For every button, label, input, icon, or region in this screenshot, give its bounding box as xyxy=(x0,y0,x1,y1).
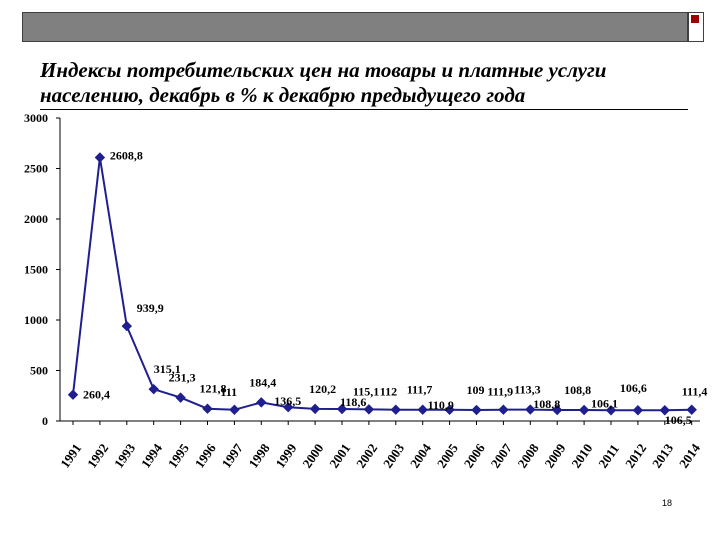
x-tick-label: 1994 xyxy=(138,440,165,470)
x-tick-label: 2007 xyxy=(488,440,515,470)
x-tick-label: 2009 xyxy=(541,440,568,470)
data-point-marker xyxy=(202,403,213,414)
y-tick-label: 2500 xyxy=(24,162,48,176)
data-label: 106,6 xyxy=(620,381,647,395)
data-point-marker xyxy=(67,389,79,400)
data-point-marker xyxy=(605,405,617,416)
x-tick-label: 2013 xyxy=(649,440,676,470)
data-point-marker xyxy=(121,320,133,332)
data-point-marker xyxy=(632,405,644,416)
data-label: 121,8 xyxy=(200,382,227,396)
data-point-marker xyxy=(256,397,267,408)
x-tick-label: 1995 xyxy=(165,440,192,470)
data-point-marker xyxy=(94,152,106,163)
x-tick-label: 2012 xyxy=(622,441,649,471)
data-point-marker xyxy=(148,383,159,395)
title-rule xyxy=(40,109,688,110)
slide-title: Индексы потребительских цен на товары и … xyxy=(40,58,607,107)
data-point-marker xyxy=(336,403,348,415)
y-tick-label: 0 xyxy=(42,414,48,428)
data-label: 112 xyxy=(380,385,397,399)
x-tick-label: 2010 xyxy=(568,441,595,471)
data-label: 113,3 xyxy=(514,383,540,397)
y-tick-label: 1500 xyxy=(24,263,48,277)
y-tick-label: 2000 xyxy=(24,212,48,226)
data-label: 260,4 xyxy=(83,388,110,402)
x-tick-label: 1996 xyxy=(192,440,219,470)
data-label: 110,9 xyxy=(428,398,454,412)
y-tick-label: 3000 xyxy=(24,111,48,125)
x-tick-label: 2014 xyxy=(676,440,703,470)
data-label: 109 xyxy=(467,383,485,397)
x-tick-label: 1997 xyxy=(219,440,246,470)
data-point-marker xyxy=(551,404,563,416)
x-tick-label: 2003 xyxy=(380,440,407,470)
x-tick-label: 1991 xyxy=(57,441,84,471)
data-point-marker xyxy=(686,404,697,415)
x-tick-label: 2002 xyxy=(353,441,380,471)
x-tick-label: 1999 xyxy=(272,440,299,470)
y-tick-label: 500 xyxy=(30,364,48,378)
x-tick-label: 2011 xyxy=(595,441,622,470)
data-label: 315,1 xyxy=(154,362,181,376)
data-point-marker xyxy=(363,404,375,415)
data-point-marker xyxy=(471,404,482,416)
x-tick-label: 2005 xyxy=(434,440,461,470)
y-tick-label: 1000 xyxy=(24,313,48,327)
data-label: 111,9 xyxy=(487,385,513,399)
x-tick-label: 1998 xyxy=(245,440,272,470)
x-tick-label: 1993 xyxy=(111,440,138,470)
data-point-marker xyxy=(390,404,402,415)
x-tick-label: 2001 xyxy=(326,441,353,471)
data-label: 115,1 xyxy=(353,384,379,398)
data-label: 120,2 xyxy=(309,382,336,396)
data-label: 2608,8 xyxy=(110,149,143,163)
data-point-marker xyxy=(525,404,536,415)
data-point-marker xyxy=(578,404,590,416)
data-point-marker xyxy=(417,404,428,415)
page-number: 18 xyxy=(662,498,673,508)
data-point-marker xyxy=(444,404,455,416)
data-label: 108,8 xyxy=(564,383,591,397)
data-label: 111,4 xyxy=(682,385,708,399)
data-point-marker xyxy=(229,404,240,415)
data-point-marker xyxy=(282,402,294,413)
data-label: 184,4 xyxy=(249,375,276,389)
data-label: 136,5 xyxy=(274,394,301,408)
data-label: 111 xyxy=(220,385,237,399)
x-tick-label: 2008 xyxy=(514,440,541,470)
data-point-marker xyxy=(498,404,509,415)
data-label: 939,9 xyxy=(137,301,164,315)
x-tick-label: 1992 xyxy=(84,441,111,471)
data-label: 231,3 xyxy=(169,371,196,385)
data-point-marker xyxy=(175,392,186,403)
data-label: 106,5 xyxy=(665,413,692,427)
data-label: 118,6 xyxy=(340,395,366,409)
x-tick-label: 2000 xyxy=(299,441,326,471)
top-decor-box xyxy=(688,12,704,42)
x-tick-label: 2006 xyxy=(461,440,488,470)
top-decor-bar xyxy=(22,12,688,42)
x-tick-label: 2004 xyxy=(407,440,434,470)
data-label: 111,7 xyxy=(407,383,433,397)
data-point-marker xyxy=(309,403,321,415)
data-point-marker xyxy=(659,405,671,416)
data-label: 108,8 xyxy=(533,397,560,411)
data-label: 106,1 xyxy=(591,396,618,410)
